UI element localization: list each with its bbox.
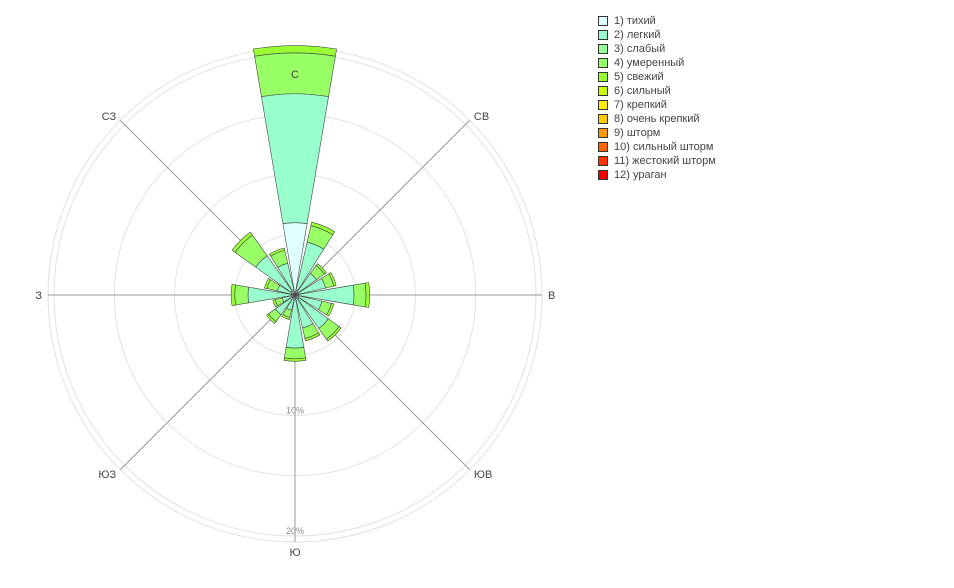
bar-dir-4-series-4 xyxy=(352,282,367,308)
legend-item-5[interactable]: 5) свежий xyxy=(598,70,716,84)
legend-label-12: 12) ураган xyxy=(614,169,667,181)
legend-swatch-6 xyxy=(598,86,608,96)
chart-legend: 1) тихий 2) легкий 3) слабый 4) умеренный 5)… xyxy=(598,14,716,182)
legend-item-9[interactable]: 9) шторм xyxy=(598,126,716,140)
legend-swatch-2 xyxy=(598,30,608,40)
legend-label-9: 9) шторм xyxy=(614,127,661,139)
radial-axis-line-2 xyxy=(294,119,471,296)
legend-item-7[interactable]: 7) крепкий xyxy=(598,98,716,112)
legend-item-1[interactable]: 1) тихий xyxy=(598,14,716,28)
bar-dir-7-series-5 xyxy=(304,332,321,342)
direction-label-6: ЮЗ xyxy=(98,469,116,481)
bar-dir-12-series-4 xyxy=(234,284,250,306)
legend-swatch-10 xyxy=(598,142,608,152)
legend-label-1: 1) тихий xyxy=(614,15,656,27)
legend-swatch-11 xyxy=(598,156,608,166)
radial-axis-line-6 xyxy=(119,294,296,471)
legend-item-10[interactable]: 10) сильный шторм xyxy=(598,140,716,154)
radial-tick-label-1: 10% xyxy=(286,406,304,416)
wind-bars xyxy=(230,45,371,362)
legend-label-10: 10) сильный шторм xyxy=(614,141,714,153)
legend-label-5: 5) свежий xyxy=(614,71,664,83)
bar-dir-15-series-5 xyxy=(268,247,286,257)
bar-dir-5-series-5 xyxy=(326,302,335,317)
bar-dir-9-series-5 xyxy=(281,313,291,321)
bar-dir-2-series-5 xyxy=(315,263,327,275)
legend-swatch-5 xyxy=(598,72,608,82)
legend-label-7: 7) крепкий xyxy=(614,99,667,111)
direction-label-4: ЮВ xyxy=(474,469,492,481)
direction-label-7: З xyxy=(35,290,42,302)
legend-label-6: 6) сильный xyxy=(614,85,671,97)
bar-dir-0-series-2 xyxy=(261,93,329,225)
legend-item-4[interactable]: 4) умеренный xyxy=(598,56,716,70)
bar-dir-11-series-5 xyxy=(272,299,279,308)
direction-label-3: В xyxy=(548,290,555,302)
bar-dir-14-series-5 xyxy=(231,231,253,253)
legend-swatch-7 xyxy=(598,100,608,110)
legend-label-8: 8) очень крепкий xyxy=(614,113,700,125)
bar-dir-3-series-5 xyxy=(328,272,337,287)
bar-dir-0-series-5 xyxy=(253,45,337,57)
bar-dir-13-series-5 xyxy=(264,277,271,289)
legend-label-3: 3) слабый xyxy=(614,43,666,55)
direction-label-1: С xyxy=(291,69,299,81)
bar-dir-4-series-5 xyxy=(364,282,371,308)
axis-labels: С СВ В ЮВ Ю ЮЗ З СЗ 10% 20% xyxy=(35,69,555,559)
direction-label-8: СЗ xyxy=(102,111,117,123)
legend-swatch-8 xyxy=(598,114,608,124)
legend-label-4: 4) умеренный xyxy=(614,57,685,69)
bar-dir-8-series-5 xyxy=(283,357,307,362)
legend-swatch-9 xyxy=(598,128,608,138)
legend-item-8[interactable]: 8) очень крепкий xyxy=(598,112,716,126)
legend-item-2[interactable]: 2) легкий xyxy=(598,28,716,42)
radial-tick-label-2: 20% xyxy=(286,526,304,536)
bar-dir-8-series-4 xyxy=(284,346,306,360)
legend-item-3[interactable]: 3) слабый xyxy=(598,42,716,56)
legend-swatch-12 xyxy=(598,170,608,180)
legend-item-12[interactable]: 12) ураган xyxy=(598,168,716,182)
bar-dir-1-series-5 xyxy=(310,221,336,236)
direction-label-5: Ю xyxy=(289,547,300,559)
legend-swatch-1 xyxy=(598,16,608,26)
legend-label-2: 2) легкий xyxy=(614,29,661,41)
bar-dir-10-series-5 xyxy=(266,313,277,324)
legend-label-11: 11) жестокий шторм xyxy=(614,155,716,167)
direction-label-2: СВ xyxy=(474,111,489,123)
legend-item-11[interactable]: 11) жестокий шторм xyxy=(598,154,716,168)
legend-item-6[interactable]: 6) сильный xyxy=(598,84,716,98)
bar-dir-6-series-5 xyxy=(325,325,342,342)
legend-swatch-3 xyxy=(598,44,608,54)
bar-dir-12-series-5 xyxy=(230,284,236,306)
legend-swatch-4 xyxy=(598,58,608,68)
